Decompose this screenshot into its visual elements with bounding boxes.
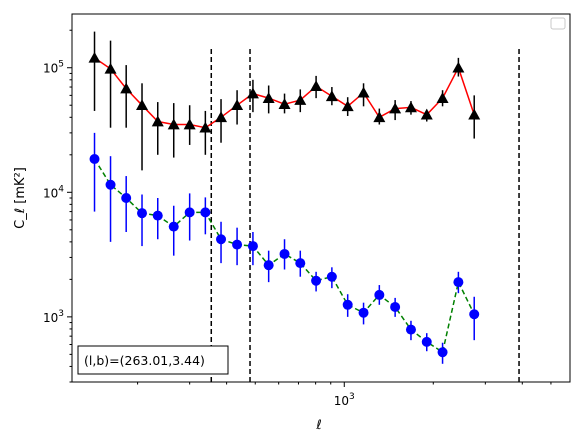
data-point-circle bbox=[390, 302, 401, 313]
data-point-triangle bbox=[136, 99, 149, 111]
data-point-triangle bbox=[310, 80, 323, 92]
data-point-circle bbox=[421, 336, 432, 347]
data-point-circle bbox=[405, 324, 416, 335]
data-point-triangle bbox=[199, 121, 212, 133]
data-point-circle bbox=[279, 248, 290, 259]
plot-layer bbox=[88, 31, 520, 382]
data-point-circle bbox=[232, 239, 243, 250]
y-tick-label: 104 bbox=[43, 184, 64, 200]
data-point-circle bbox=[200, 207, 211, 218]
data-point-triangle bbox=[404, 101, 417, 113]
annotation-frame bbox=[77, 345, 229, 375]
data-point-circle bbox=[358, 307, 369, 318]
data-point-circle bbox=[342, 299, 353, 310]
data-point-circle bbox=[263, 260, 274, 271]
data-point-circle bbox=[121, 193, 132, 203]
data-point-triangle bbox=[373, 111, 386, 123]
legend-box bbox=[550, 17, 566, 30]
data-point-circle bbox=[216, 234, 227, 245]
data-point-circle bbox=[137, 208, 148, 219]
data-point-triangle bbox=[215, 111, 228, 123]
data-point-circle bbox=[437, 347, 448, 358]
data-point-triangle bbox=[294, 94, 307, 105]
data-point-circle bbox=[105, 179, 116, 190]
data-point-triangle bbox=[151, 115, 164, 127]
data-point-triangle bbox=[357, 86, 370, 98]
data-point-triangle bbox=[325, 90, 338, 102]
data-point-circle bbox=[89, 154, 100, 165]
annotation-box: (l,b)=(263.01,3.44) bbox=[77, 345, 229, 375]
data-point-circle bbox=[326, 271, 337, 282]
data-point-circle bbox=[453, 277, 464, 288]
data-point-triangle bbox=[436, 92, 449, 103]
data-point-triangle bbox=[167, 118, 180, 130]
data-point-triangle bbox=[183, 118, 196, 130]
data-point-triangle bbox=[468, 108, 481, 120]
data-point-triangle bbox=[246, 87, 259, 99]
data-point-circle bbox=[295, 258, 306, 269]
tick-layer: 103 103 104 105 bbox=[43, 29, 552, 408]
x-axis-label: ℓ bbox=[315, 418, 321, 433]
data-point-triangle bbox=[420, 108, 433, 120]
y-axis-label: C_ℓ [mK²] bbox=[13, 167, 28, 229]
data-point-circle bbox=[374, 289, 385, 300]
data-point-circle bbox=[469, 309, 480, 320]
y-tick-label: 103 bbox=[43, 309, 64, 325]
data-point-circle bbox=[247, 241, 258, 252]
annotation-text: (l,b)=(263.01,3.44) bbox=[84, 353, 205, 368]
data-point-triangle bbox=[278, 98, 291, 109]
data-point-triangle bbox=[389, 102, 402, 114]
data-point-triangle bbox=[231, 99, 244, 111]
data-point-circle bbox=[311, 275, 322, 286]
data-point-circle bbox=[168, 221, 179, 232]
data-point-triangle bbox=[104, 62, 117, 74]
data-point-triangle bbox=[120, 82, 133, 94]
y-tick-label: 105 bbox=[43, 60, 64, 76]
data-point-triangle bbox=[341, 100, 354, 112]
legend bbox=[550, 17, 566, 30]
x-tick-label: 103 bbox=[334, 392, 355, 408]
data-point-triangle bbox=[88, 51, 101, 63]
data-point-circle bbox=[184, 207, 195, 218]
data-point-triangle bbox=[262, 92, 275, 103]
data-point-circle bbox=[152, 210, 163, 221]
data-point-triangle bbox=[452, 61, 465, 73]
